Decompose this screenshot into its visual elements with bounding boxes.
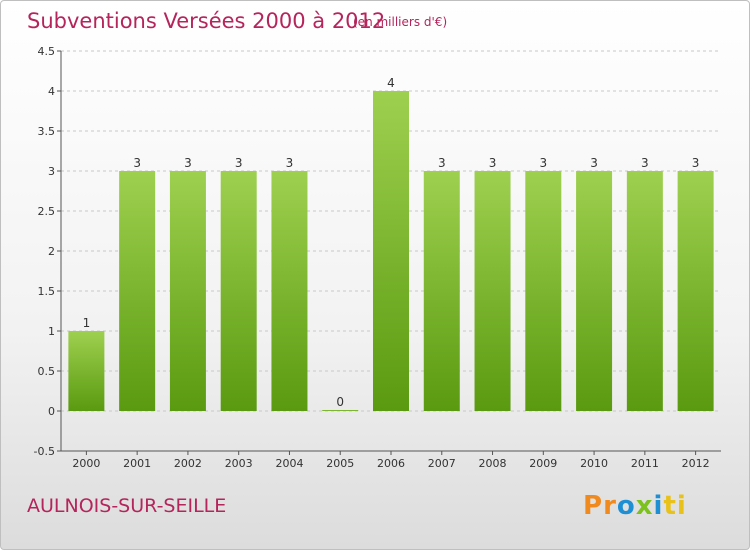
data-label: 4: [387, 76, 395, 90]
x-tick-label: 2009: [529, 457, 557, 470]
data-label: 3: [489, 156, 497, 170]
x-tick-label: 2007: [428, 457, 456, 470]
bar: [423, 171, 460, 411]
x-tick-label: 2000: [72, 457, 100, 470]
chart-title: Subventions Versées 2000 à 2012: [27, 9, 386, 33]
data-label: 3: [539, 156, 547, 170]
data-label: 3: [286, 156, 294, 170]
bar: [525, 171, 562, 411]
data-label: 3: [590, 156, 598, 170]
bar: [677, 171, 714, 411]
x-tick-label: 2001: [123, 457, 151, 470]
x-tick-label: 2003: [225, 457, 253, 470]
y-tick-label: 3: [48, 165, 55, 178]
bar: [576, 171, 613, 411]
x-tick-label: 2012: [682, 457, 710, 470]
y-tick-label: 3.5: [38, 125, 56, 138]
y-tick-label: 1.5: [38, 285, 56, 298]
bar: [322, 410, 359, 411]
data-label: 3: [692, 156, 700, 170]
x-tick-label: 2004: [275, 457, 303, 470]
data-label: 3: [641, 156, 649, 170]
y-tick-label: 4.5: [38, 45, 56, 58]
y-tick-label: 0: [48, 405, 55, 418]
x-tick-label: 2010: [580, 457, 608, 470]
data-label: 1: [83, 316, 91, 330]
bar: [68, 331, 105, 411]
x-tick-label: 2006: [377, 457, 405, 470]
bar: [119, 171, 156, 411]
y-tick-label: -0.5: [34, 445, 55, 458]
bar: [220, 171, 257, 411]
y-tick-label: 1: [48, 325, 55, 338]
y-tick-label: 2.5: [38, 205, 56, 218]
chart-unit: (en milliers d'€): [353, 15, 448, 29]
x-tick-label: 2002: [174, 457, 202, 470]
x-tick-label: 2008: [479, 457, 507, 470]
x-tick-label: 2005: [326, 457, 354, 470]
bar: [271, 171, 308, 411]
data-label: 0: [336, 395, 344, 409]
data-label: 3: [184, 156, 192, 170]
data-label: 3: [235, 156, 243, 170]
bar: [373, 91, 409, 411]
bar: [626, 171, 663, 411]
proxiti-logo: Proxiti: [583, 491, 687, 521]
y-tick-label: 4: [48, 85, 55, 98]
y-tick-label: 0.5: [38, 365, 56, 378]
y-tick-label: 2: [48, 245, 55, 258]
bar: [169, 171, 206, 411]
bar: [474, 171, 511, 411]
data-label: 3: [438, 156, 446, 170]
data-label: 3: [133, 156, 141, 170]
x-tick-label: 2011: [631, 457, 659, 470]
commune-name: AULNOIS-SUR-SEILLE: [27, 495, 227, 517]
